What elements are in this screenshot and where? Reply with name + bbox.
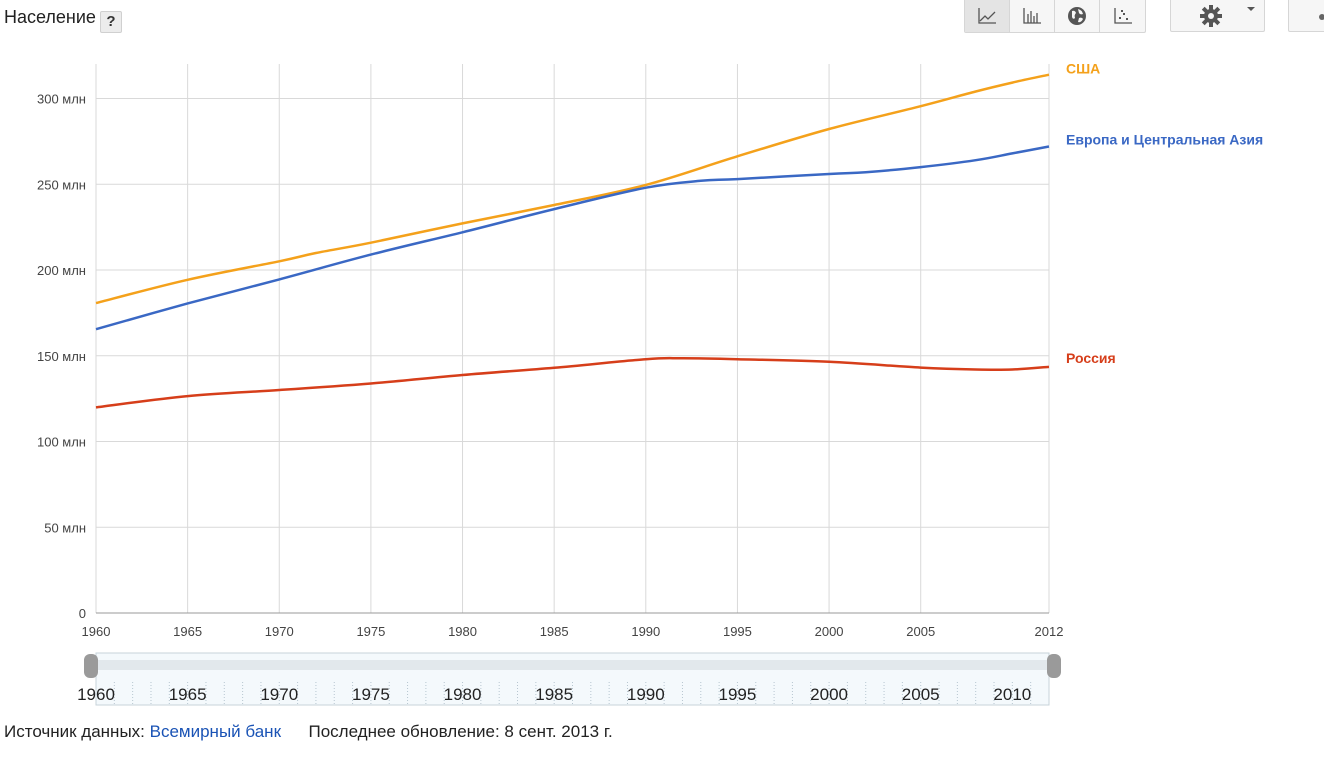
x-tick-label: 1975	[356, 624, 385, 639]
slider-start-handle[interactable]	[84, 654, 98, 678]
x-tick-label: 2000	[815, 624, 844, 639]
slider-tick-label: 1975	[352, 685, 390, 704]
chart-type-toolbar	[964, 0, 1146, 33]
line-chart-icon	[978, 8, 996, 24]
x-tick-label: 2012	[1035, 624, 1064, 639]
slider-tick-label: 2000	[810, 685, 848, 704]
y-tick-label: 150 млн	[37, 349, 86, 364]
chart-grid	[95, 64, 1050, 614]
slider-tick-label: 1965	[169, 685, 207, 704]
map-chart-button[interactable]	[1055, 0, 1100, 32]
bar-chart-button[interactable]	[1010, 0, 1055, 32]
slider-tick-label: 2010	[993, 685, 1031, 704]
y-tick-label: 0	[79, 606, 86, 621]
slider-tick-label: 1980	[444, 685, 482, 704]
gear-icon	[1200, 4, 1222, 27]
chart-axes: 0 50 млн 100 млн 150 млн 200 млн 250 млн 300 м…	[37, 92, 1063, 640]
last-updated: Последнее обновление: 8 сент. 2013 г.	[308, 722, 613, 741]
y-tick-label: 200 млн	[37, 263, 86, 278]
scatter-chart-button[interactable]	[1100, 0, 1145, 32]
slider-tick-label: 1985	[535, 685, 573, 704]
series-line-europe-central-asia	[95, 145, 1050, 331]
slider-tick-label: 1990	[627, 685, 665, 704]
slider-bar	[92, 660, 1057, 670]
y-tick-label: 50 млн	[44, 520, 86, 535]
chevron-down-icon	[1247, 6, 1255, 11]
slider-tick-label: 1960	[77, 685, 115, 704]
slider-end-handle[interactable]	[1047, 654, 1061, 678]
scatter-chart-icon	[1113, 8, 1132, 24]
x-tick-label: 1960	[82, 624, 111, 639]
source-link[interactable]: Всемирный банк	[149, 722, 282, 741]
x-tick-label: 1965	[173, 624, 202, 639]
settings-button[interactable]	[1170, 0, 1265, 32]
chart-footer: Источник данных: Всемирный банк Последне…	[4, 722, 613, 742]
series-line-russia	[95, 356, 1050, 409]
x-tick-label: 1980	[448, 624, 477, 639]
chart-series: США Европа и Центральная Азия Россия	[95, 61, 1263, 409]
x-tick-label: 1990	[631, 624, 660, 639]
range-slider[interactable]: 1960 1965 1970 1975 1980 1985 1990 1995 2000 2005…	[77, 652, 1061, 706]
x-tick-label: 1985	[540, 624, 569, 639]
share-button[interactable]	[1288, 0, 1324, 32]
chart-title-bar: Население?	[4, 7, 122, 33]
line-chart-button[interactable]	[965, 0, 1010, 32]
series-label-europe-central-asia: Европа и Центральная Азия	[1066, 132, 1263, 148]
x-tick-label: 1995	[723, 624, 752, 639]
globe-icon	[1068, 7, 1086, 25]
source-label: Источник данных:	[4, 722, 145, 741]
series-line-usa	[95, 73, 1050, 305]
slider-tick-label: 2005	[902, 685, 940, 704]
x-tick-label: 1970	[265, 624, 294, 639]
help-button[interactable]: ?	[99, 11, 122, 33]
series-label-usa: США	[1066, 61, 1100, 77]
slider-tick-label: 1970	[260, 685, 298, 704]
y-tick-label: 300 млн	[37, 92, 86, 107]
series-label-russia: Россия	[1066, 350, 1116, 366]
page-title: Население	[4, 7, 96, 27]
y-tick-label: 250 млн	[37, 177, 86, 192]
share-icon	[1319, 14, 1324, 20]
bar-chart-icon	[1023, 8, 1041, 24]
y-tick-label: 100 млн	[37, 435, 86, 450]
x-tick-label: 2005	[906, 624, 935, 639]
slider-tick-label: 1995	[719, 685, 757, 704]
